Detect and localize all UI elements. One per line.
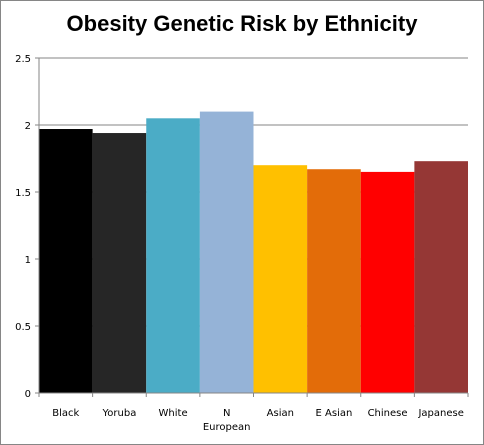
x-tick-label: European — [203, 422, 251, 433]
bar — [146, 118, 200, 394]
x-tick-label: N — [223, 408, 230, 419]
y-tick-label: 1.5 — [15, 188, 31, 199]
bar — [307, 169, 361, 393]
x-tick-label: Chinese — [368, 408, 408, 419]
y-tick-label: 1 — [25, 255, 31, 266]
x-tick-label: Yoruba — [102, 408, 137, 419]
bar — [199, 111, 254, 393]
y-tick-labels: 0 0.5 1 1.5 2 2.5 — [15, 54, 31, 400]
y-tick-label: 2 — [25, 121, 31, 132]
bar — [360, 171, 415, 393]
x-tick-label: E Asian — [316, 408, 353, 419]
axes — [35, 57, 469, 397]
bar — [39, 129, 93, 393]
x-tick-label: Black — [52, 408, 79, 419]
bar — [253, 165, 308, 393]
x-tick-labels: Black Yoruba White N European Asian E Asian Chi… — [52, 408, 464, 433]
bar — [414, 161, 468, 393]
x-tick-label: Asian — [267, 408, 294, 419]
chart-title: Obesity Genetic Risk by Ethnicity — [66, 11, 418, 36]
x-tick-label: Japanese — [417, 408, 463, 419]
bar — [92, 133, 147, 394]
x-tick-label: White — [159, 408, 188, 419]
y-tick-label: 0 — [25, 389, 31, 400]
bars — [39, 111, 468, 394]
y-tick-label: 2.5 — [15, 54, 31, 65]
y-tick-label: 0.5 — [15, 322, 31, 333]
